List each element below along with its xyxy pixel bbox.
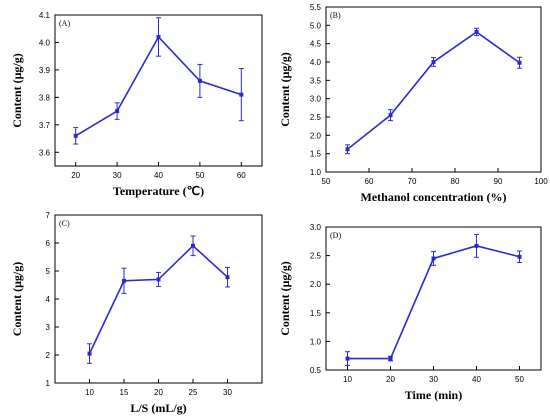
data-point	[73, 133, 78, 138]
y-tick-label: 3.5	[310, 76, 322, 85]
y-tick-label: 7	[46, 211, 51, 220]
data-point	[156, 34, 161, 39]
data-point	[431, 256, 436, 261]
x-tick-label: 80	[451, 177, 460, 186]
x-tick-label: 50	[195, 171, 204, 180]
panel-label: (D)	[330, 231, 341, 240]
x-tick-label: 30	[429, 375, 438, 384]
panel-label: (B)	[330, 11, 341, 20]
y-tick-label: 2	[46, 351, 51, 360]
x-tick-label: 50	[322, 177, 331, 186]
data-point	[191, 243, 195, 248]
y-tick-label: 3	[46, 323, 51, 332]
data-point	[388, 113, 393, 118]
y-tick-label: 5.5	[310, 3, 322, 12]
y-axis-label: Content (μg/g)	[10, 262, 24, 336]
x-tick-label: 15	[120, 388, 129, 397]
data-point	[87, 351, 92, 356]
x-tick-label: 20	[154, 388, 163, 397]
x-tick-label: 50	[515, 375, 524, 384]
y-tick-label: 3.9	[39, 66, 51, 75]
y-tick-label: 2.0	[310, 131, 322, 140]
chart-svg: (A) 20 30 40 50 60 3.6 3.7 3.8 3.9 4.0 4.1 Temperatu…	[10, 11, 263, 198]
plot-frame	[325, 226, 542, 371]
x-tick-label: 40	[154, 171, 163, 180]
data-point	[474, 29, 479, 34]
chart-svg: (B) 50 60 70 80 90 100 1.0 1.5 2.0 2.5 3.0 3.5 4.0 4.5…	[278, 3, 548, 204]
y-tick-label: 3.7	[39, 121, 51, 130]
panel-a: (A) 20 30 40 50 60 3.6 3.7 3.8 3.9 4.0 4.1 Temperatu…	[8, 8, 270, 198]
plot-frame	[325, 6, 542, 173]
x-tick-label: 60	[237, 171, 246, 180]
y-tick-label: 6	[46, 239, 51, 248]
x-tick-label: 90	[494, 177, 503, 186]
y-tick-label: 3.6	[39, 148, 51, 157]
data-point	[345, 147, 350, 152]
x-tick-label: 20	[386, 375, 395, 384]
data-point	[517, 60, 522, 65]
y-tick-label: 5.0	[310, 21, 322, 30]
x-axis-label: Methanol concentration (%)	[361, 190, 507, 204]
y-tick-label: 1.5	[310, 309, 322, 318]
x-tick-label: 60	[365, 177, 374, 186]
x-tick-label: 25	[189, 388, 198, 397]
data-point	[431, 60, 436, 64]
y-tick-label: 1.0	[310, 168, 322, 177]
data-point	[517, 254, 522, 259]
y-tick-label: 2.0	[310, 280, 322, 289]
x-tick-label: 30	[223, 388, 232, 397]
y-tick-label: 3.8	[39, 93, 51, 102]
y-tick-label: 0.5	[310, 366, 322, 375]
x-axis-label: Time (min)	[405, 388, 462, 402]
x-axis-label: L/S (mL/g)	[130, 401, 186, 415]
data-point	[156, 277, 161, 282]
y-tick-label: 3.0	[310, 223, 322, 232]
plot-frame	[54, 214, 263, 384]
y-tick-label: 1	[46, 379, 51, 388]
x-tick-label: 40	[472, 375, 481, 384]
data-point	[225, 275, 230, 280]
series-line	[88, 244, 229, 354]
panel-b: (B) 50 60 70 80 90 100 1.0 1.5 2.0 2.5 3.0 3.5 4.0 4.5…	[276, 2, 550, 215]
series-line	[347, 30, 520, 150]
data-point	[115, 109, 120, 114]
y-tick-label: 1.5	[310, 150, 322, 159]
y-tick-label: 1.0	[310, 337, 322, 346]
y-tick-label: 4.0	[310, 58, 322, 67]
data-point	[122, 278, 126, 283]
y-tick-label: 5	[46, 267, 51, 276]
y-tick-label: 2.5	[310, 252, 322, 261]
y-axis-label: Content (μg/g)	[10, 53, 24, 127]
data-point	[345, 356, 350, 361]
x-tick-label: 10	[85, 388, 94, 397]
y-tick-label: 3.0	[310, 95, 322, 104]
panel-c: (C) 10 15 20 25 30 1 2 3 4 5 6 7 L/S (mL/g) Content (μ…	[8, 211, 270, 420]
y-tick-label: 4.1	[39, 11, 51, 20]
chart-svg: (D) 10 20 30 40 50 0.5 1.0 1.5 2.0 2.5 3.0 Time (min…	[278, 223, 542, 402]
y-tick-label: 4	[46, 295, 51, 304]
y-tick-label: 4.0	[39, 38, 51, 47]
x-tick-label: 70	[408, 177, 417, 186]
x-axis-label: Temperature (℃)	[113, 184, 204, 198]
data-point	[197, 78, 202, 83]
y-axis-label: Content (μg/g)	[278, 52, 292, 126]
x-tick-label: 100	[534, 177, 548, 186]
y-tick-label: 2.5	[310, 113, 322, 122]
panel-d: (D) 10 20 30 40 50 0.5 1.0 1.5 2.0 2.5 3.0 Time (min…	[276, 223, 550, 420]
panel-label: (A)	[59, 19, 70, 28]
data-point	[388, 356, 393, 361]
x-tick-label: 30	[113, 171, 122, 180]
data-point	[239, 92, 244, 97]
x-tick-label: 20	[71, 171, 80, 180]
chart-svg: (C) 10 15 20 25 30 1 2 3 4 5 6 7 L/S (mL/g) Content (μ…	[10, 211, 263, 415]
data-point	[474, 243, 479, 248]
x-tick-label: 10	[343, 375, 352, 384]
y-axis-label: Content (μg/g)	[278, 261, 292, 335]
y-tick-label: 4.5	[310, 40, 322, 49]
panel-label: (C)	[59, 219, 70, 228]
